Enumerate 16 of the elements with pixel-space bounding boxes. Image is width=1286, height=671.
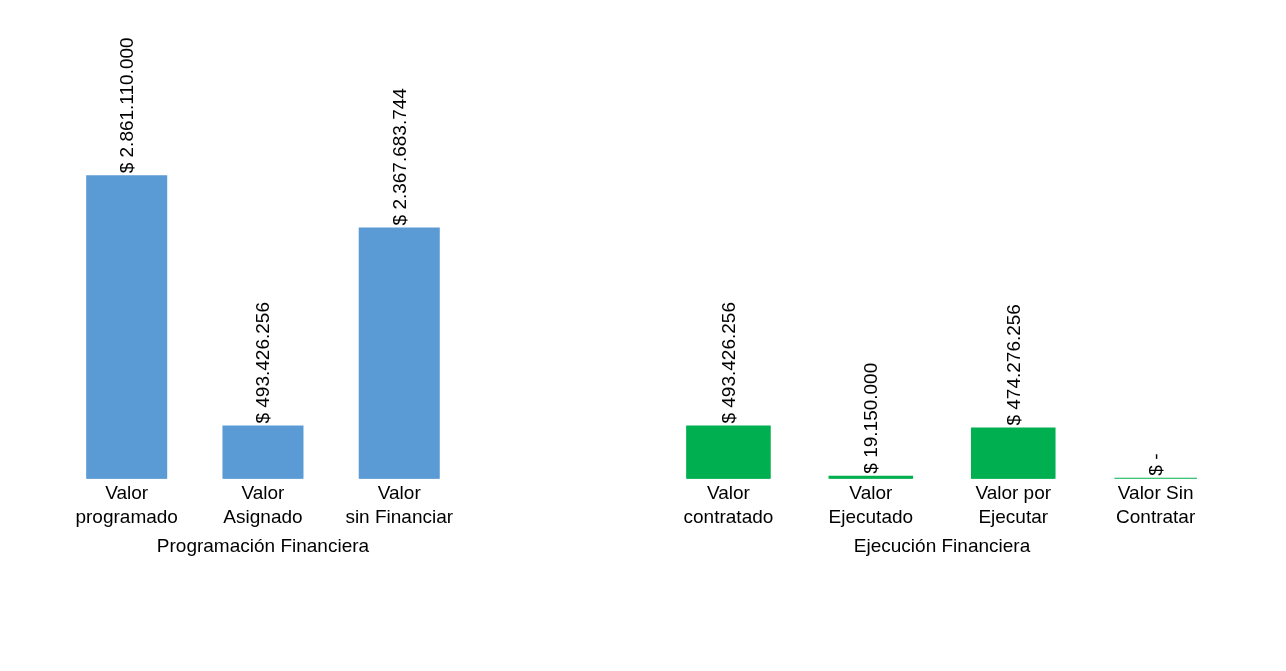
x-axis-title: Ejecución Financiera — [853, 535, 1031, 557]
data-label: $ 2.367.683.744 — [388, 87, 410, 226]
data-label: $ 19.150.000 — [860, 362, 882, 474]
x-tick-label: Valor Ejecutado — [828, 481, 914, 528]
x-tick-label: Valor Sin Contratar — [1116, 481, 1196, 528]
x-tick-label: Valor contratado — [683, 481, 774, 528]
x-tick-label: Valor por Ejecutar — [975, 481, 1052, 528]
x-tick-label: Valor Asignado — [223, 481, 303, 528]
data-label: $ - — [1145, 453, 1167, 476]
data-label: $ 2.861.110.000 — [116, 37, 138, 174]
data-label: $ 493.426.256 — [252, 302, 274, 424]
x-tick-label: Valor programado — [75, 481, 178, 528]
x-tick-label: Valor sin Financiar — [345, 481, 454, 528]
data-label: $ 493.426.256 — [717, 302, 739, 424]
data-label: $ 474.276.256 — [1002, 304, 1024, 426]
x-axis-title: Programación Financiera — [156, 535, 370, 557]
